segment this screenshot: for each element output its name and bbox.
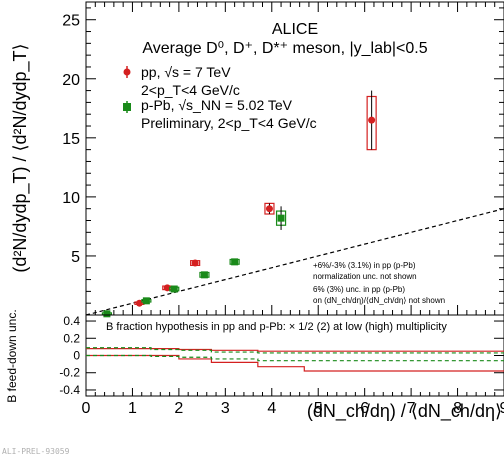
legend-pp-marker (123, 68, 131, 76)
ratio-y-tick-label: 0.4 (63, 314, 80, 328)
legend-item-pp: pp, √s = 7 TeV 2<p_T<4 GeV/c (123, 64, 240, 98)
x-tick-label: 0 (82, 400, 91, 417)
data-point-pp (135, 299, 143, 307)
feeddown-band-0 (86, 348, 504, 352)
ratio-y-tick-label: 0 (73, 349, 80, 363)
main-y-tick-label: 15 (62, 131, 80, 148)
data-point-ppb (277, 214, 285, 222)
x-tick-label: 5 (314, 400, 323, 417)
main-panel: ALICE Average D⁰, D⁺, D*⁺ meson, |y_lab|… (62, 1, 504, 318)
x-tick-label: 3 (221, 400, 230, 417)
legend-item-ppb: p-Pb, √s_NN = 5.02 TeV Preliminary, 2<p_… (123, 97, 317, 131)
ratio-y-tick-label: 0.2 (63, 331, 80, 345)
reference-line (85, 208, 504, 316)
x-tick-label: 4 (267, 400, 276, 417)
x-tick-label: 9 (500, 400, 504, 417)
main-y-tick-label: 20 (62, 72, 80, 89)
legend-ppb-marker (123, 103, 131, 111)
unc-note: +6%/-3% (3.1%) in pp (p-Pb) normalizatio… (313, 261, 445, 305)
legend-pp-detail: 2<p_T<4 GeV/c (141, 82, 240, 98)
preliminary-id: ALI-PREL-93059 (2, 447, 70, 456)
main-y-tick-label: 10 (62, 190, 80, 207)
ratio-panel: B fraction hypothesis in pp and p-Pb: × … (59, 314, 504, 417)
ratio-marks (86, 347, 504, 372)
x-tick-label: 8 (453, 400, 462, 417)
chart-subtitle: Average D⁰, D⁺, D*⁺ meson, |y_lab|<0.5 (142, 40, 427, 57)
data-point-pp (163, 284, 171, 292)
chart-title: ALICE (272, 21, 318, 38)
ratio-y-tick-label: -0.4 (59, 383, 80, 397)
ratio-annotation: B fraction hypothesis in pp and p-Pb: × … (106, 321, 447, 333)
main-y-tick-label: 5 (71, 249, 80, 266)
ratio-y-tick-label: -0.2 (59, 366, 80, 380)
feeddown-band-2 (86, 347, 504, 354)
note-line-3: 6% (3%) unc. in pp (p-Pb) (313, 285, 405, 294)
note-line-4: on (dN_ch/dη)/⟨dN_ch/dη⟩ not shown (313, 296, 445, 305)
data-point-ppb (170, 285, 178, 293)
note-line-1: +6%/-3% (3.1%) in pp (p-Pb) (313, 261, 416, 270)
x-tick-label: 2 (174, 400, 183, 417)
data-point-pp (368, 116, 376, 124)
x-tick-label: 7 (407, 400, 416, 417)
data-point-pp (265, 205, 273, 213)
legend-header: ALICE Average D⁰, D⁺, D*⁺ meson, |y_lab|… (142, 21, 427, 57)
x-tick-label: 1 (128, 400, 137, 417)
main-y-tick-label: 25 (62, 13, 80, 30)
main-marks (85, 90, 504, 318)
y-axis-label-ratio: B feed-down unc. (5, 309, 19, 402)
note-line-2: normalization unc. not shown (313, 272, 417, 281)
data-point-ppb (103, 310, 111, 318)
data-point-pp (191, 259, 199, 267)
feeddown-band-1 (86, 354, 504, 372)
data-point-ppb (142, 297, 150, 305)
x-tick-label: 6 (360, 400, 369, 417)
data-point-ppb (200, 271, 208, 279)
main-axes: 5 10 15 20 25 (62, 2, 504, 315)
legend-ppb-detail: Preliminary, 2<p_T<4 GeV/c (141, 115, 317, 131)
legend: pp, √s = 7 TeV 2<p_T<4 GeV/c p-Pb, √s_NN… (123, 64, 317, 131)
ratio-axes: -0.4 -0.2 0 0.2 0.4 0 1 2 3 4 5 6 7 8 9 (59, 314, 504, 417)
y-axis-label-main: (d²N/dydp_T) / ⟨d²N/dydp_T⟩ (10, 43, 31, 272)
legend-ppb-label: p-Pb, √s_NN = 5.02 TeV (141, 97, 293, 113)
data-point-ppb (231, 258, 239, 266)
legend-pp-label: pp, √s = 7 TeV (141, 64, 231, 80)
x-axis-label: (dN_ch/dη) / ⟨dN_ch/dη⟩ (307, 401, 502, 422)
feeddown-band-3 (86, 354, 504, 362)
